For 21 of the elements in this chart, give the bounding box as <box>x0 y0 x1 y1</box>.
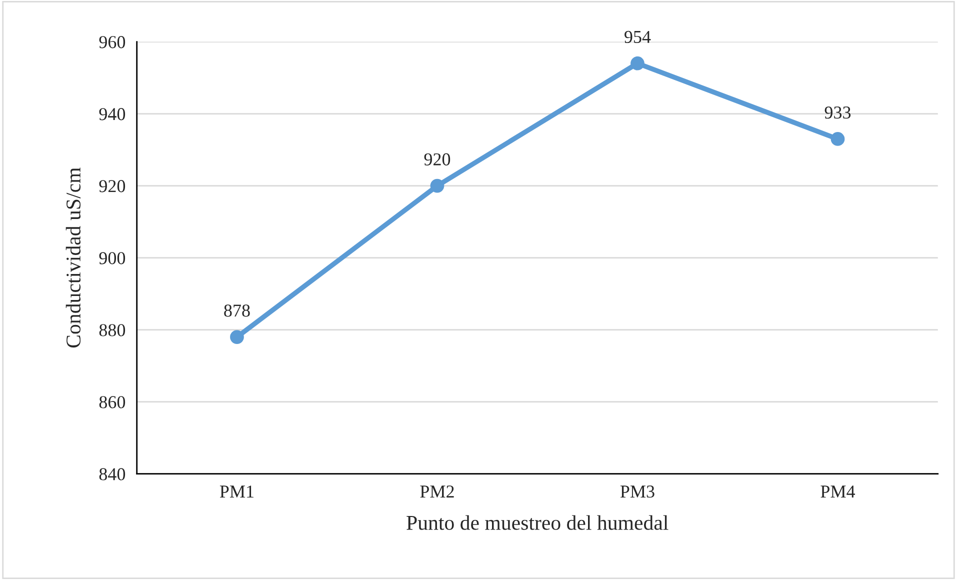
x-tick-label: PM1 <box>220 486 254 498</box>
x-tick-label: PM4 <box>820 486 856 498</box>
point <box>630 56 644 70</box>
y-tick-label: 860 <box>99 396 126 408</box>
x-axis-title: Punto de muestreo del humedal <box>406 515 668 530</box>
x-tick-label: PM2 <box>420 486 454 498</box>
point <box>430 178 444 193</box>
point <box>830 132 845 146</box>
data-label: 954 <box>624 30 651 44</box>
x-tick-label: PM3 <box>620 486 654 498</box>
y-axis-title: Conductividad uS/cm <box>66 168 81 348</box>
y-tick-label: 940 <box>99 108 126 120</box>
data-label: 933 <box>824 106 851 119</box>
point <box>230 330 244 344</box>
y-tick-label: 900 <box>99 252 126 264</box>
data-label: 878 <box>224 304 250 317</box>
y-tick-label: 920 <box>99 180 126 192</box>
y-tick-label: 960 <box>99 36 126 48</box>
y-tick-label: 840 <box>99 468 126 480</box>
y-tick-label: 880 <box>99 324 126 336</box>
data-label: 920 <box>424 153 450 166</box>
